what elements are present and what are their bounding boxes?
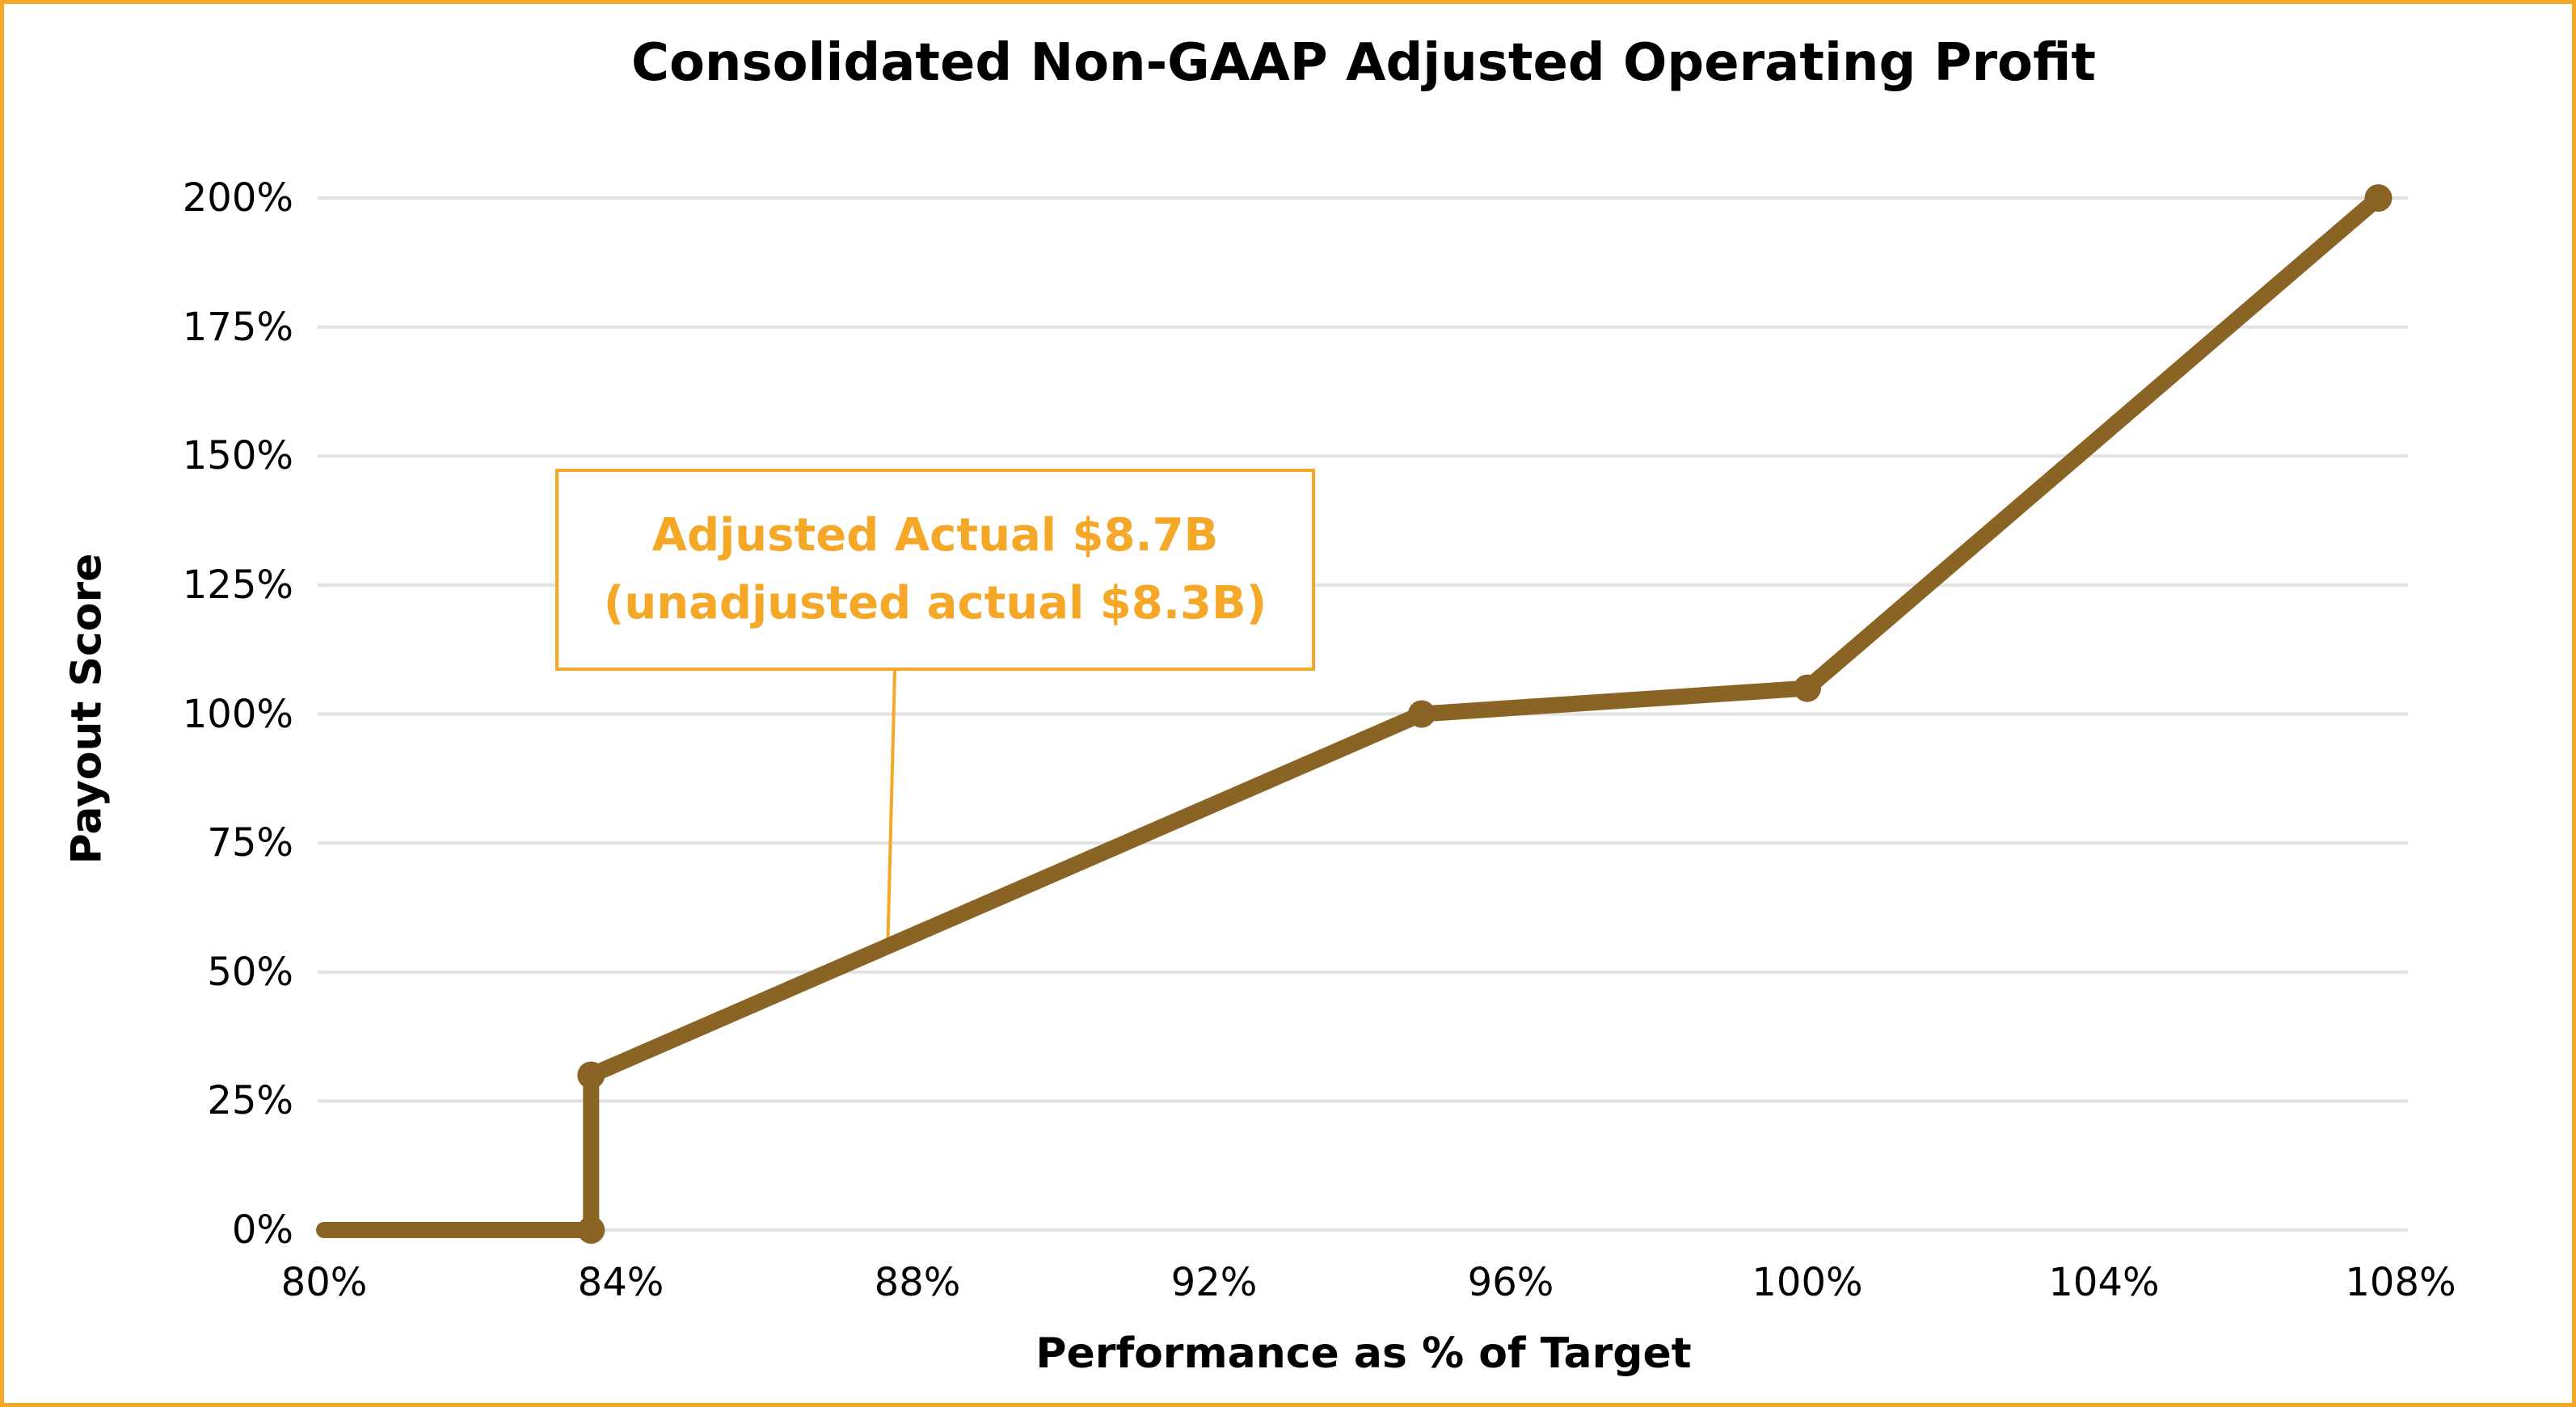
y-tick-label: 100% xyxy=(182,691,293,737)
data-point-marker xyxy=(577,1061,605,1089)
x-tick-label: 92% xyxy=(1170,1260,1258,1305)
x-tick-label: 84% xyxy=(577,1260,664,1305)
x-axis-title: Performance as % of Target xyxy=(1035,1329,1692,1378)
y-tick-label: 75% xyxy=(207,820,293,866)
y-tick-label: 0% xyxy=(231,1207,293,1253)
annotation-box: Adjusted Actual $8.7B (unadjusted actual… xyxy=(555,469,1315,671)
x-tick-label: 80% xyxy=(280,1260,368,1305)
annotation-leader-line xyxy=(886,669,896,948)
y-tick-label: 150% xyxy=(182,433,293,479)
data-point-markers xyxy=(577,184,2393,1244)
annotation-line-2: (unadjusted actual $8.3B) xyxy=(603,577,1267,630)
x-tick-label: 96% xyxy=(1467,1260,1554,1305)
horizontal-gridlines xyxy=(318,196,2408,1232)
plot-area-svg xyxy=(316,184,2408,1244)
chart-title: Consolidated Non-GAAP Adjusted Operating… xyxy=(630,33,2097,93)
y-tick-label: 175% xyxy=(182,304,293,350)
x-tick-label: 100% xyxy=(1752,1260,1863,1305)
data-point-marker xyxy=(2364,184,2393,212)
x-tick-label: 88% xyxy=(874,1260,961,1305)
data-point-marker xyxy=(1407,700,1436,728)
y-tick-label: 25% xyxy=(207,1078,293,1124)
x-tick-label: 104% xyxy=(2048,1260,2160,1305)
x-tick-label: 108% xyxy=(2345,1260,2456,1305)
y-tick-label: 125% xyxy=(182,562,293,608)
y-tick-label: 50% xyxy=(207,949,293,995)
data-point-marker xyxy=(577,1216,605,1244)
data-point-marker xyxy=(1794,674,1821,702)
payout-curve-line xyxy=(316,190,2387,1238)
y-tick-label: 200% xyxy=(182,175,293,221)
annotation-line-1: Adjusted Actual $8.7B xyxy=(651,509,1219,562)
